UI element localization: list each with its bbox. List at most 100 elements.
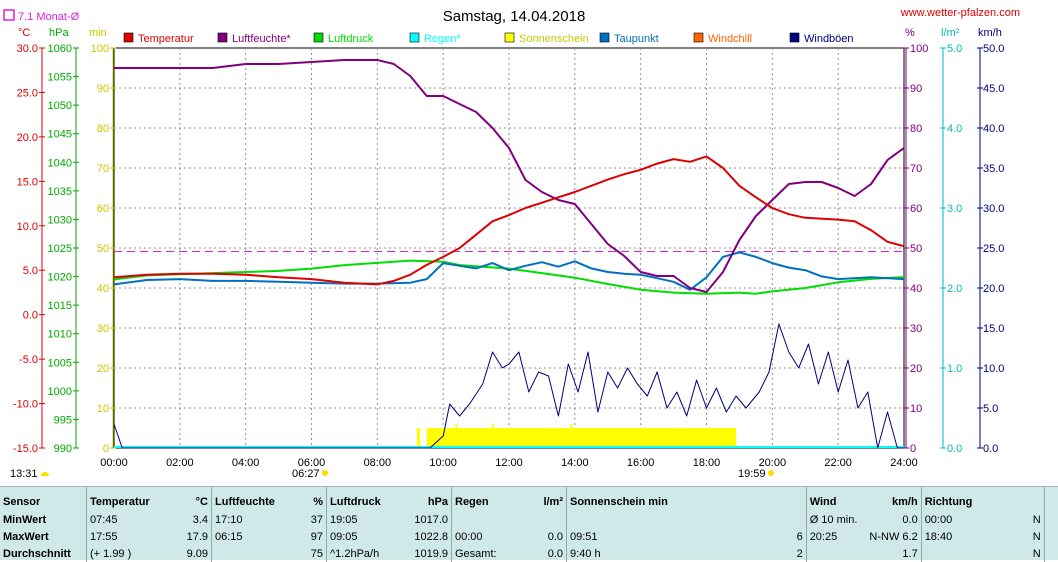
pres-tick-label: 1005 <box>48 357 72 369</box>
hdr-hum-unit: % <box>313 495 323 508</box>
legend-label: Taupunkt <box>614 33 659 45</box>
stats-cell-w-time <box>805 545 863 562</box>
plot-area <box>113 59 905 449</box>
x-tick-label: 02:00 <box>166 457 194 469</box>
legend-swatch <box>599 32 610 43</box>
legend-swatch <box>789 32 800 43</box>
hum-tick-label: 20 <box>910 363 922 375</box>
legend-label: Luftfeuchte* <box>232 33 291 45</box>
sun-tick-label: 30 <box>97 323 109 335</box>
stats-cell-d-time: 18:40 <box>920 528 998 545</box>
wind-tick-label: 45.0 <box>983 83 1004 95</box>
pres-tick-label: 990 <box>54 443 72 455</box>
stats-cell-w-time: Ø 10 min. <box>805 511 863 528</box>
pres-tick-label: 1010 <box>48 329 72 341</box>
stats-cell-h-time <box>211 545 280 562</box>
stats-cell-h-val: 37 <box>310 513 323 526</box>
x-tick-label: 06:00 <box>298 457 326 469</box>
stats-cell-w-val: N-NW 6.2 <box>869 530 918 543</box>
pres-tick-label: 1045 <box>48 129 72 141</box>
pres-tick-label: 995 <box>54 414 72 426</box>
x-tick-label: 20:00 <box>759 457 787 469</box>
pres-tick-label: 1055 <box>48 72 72 84</box>
stats-cell-label: MinWert <box>3 513 47 526</box>
hum-tick-label: 30 <box>910 323 922 335</box>
hum-tick-label: 0 <box>910 443 916 455</box>
hdr-luftfeuchte: Luftfeuchte <box>211 487 280 511</box>
stats-cell-p-time: 19:05 <box>326 511 405 528</box>
stats-cell-r-time <box>451 511 520 528</box>
rain-tick-label: 4.0 <box>947 123 962 135</box>
pres-unit-label: hPa <box>49 27 69 39</box>
hum-tick-label: 80 <box>910 123 922 135</box>
hum-unit-label: % <box>905 27 915 39</box>
hdr-richtung: Richtung <box>920 487 998 511</box>
stats-cell-w-time: 20:25 <box>805 528 863 545</box>
stats-cell-t-val: 9.09 <box>186 547 208 560</box>
stats-cell-d-val: N <box>1032 547 1041 560</box>
temp-tick-label: 20.0 <box>17 132 38 144</box>
hdr-pres-unit: hPa <box>427 495 448 508</box>
stats-cell-s-val: 2 <box>796 547 803 560</box>
wind-tick-label: 5.0 <box>983 403 998 415</box>
temp-tick-label: -5.0 <box>19 354 38 366</box>
legend-label: Regen* <box>424 33 461 45</box>
pres-tick-label: 1040 <box>48 157 72 169</box>
stats-cell-h-val: 97 <box>310 530 323 543</box>
sunshine-bar <box>455 424 458 448</box>
rain-tick-label: 3.0 <box>947 203 962 215</box>
stats-cell-r-val: 0.0 <box>547 547 563 560</box>
hdr-temp-unit: °C <box>195 495 208 508</box>
legend-label: Temperatur <box>138 33 194 45</box>
x-tick-label: 16:00 <box>627 457 655 469</box>
sunrise-icon <box>322 470 328 476</box>
series-luftdruck <box>113 259 905 295</box>
legend-label: Windböen <box>804 33 854 45</box>
hdr-wind-unit: km/h <box>892 495 918 508</box>
legend-swatch <box>693 32 704 43</box>
sun-tick-label: 50 <box>97 243 109 255</box>
legend-label: Windchill <box>708 33 752 45</box>
temp-tick-label: 5.0 <box>23 265 38 277</box>
sunset-label: 19:59 <box>738 468 766 480</box>
sunshine-bar <box>527 428 530 448</box>
wind-tick-label: 25.0 <box>983 243 1004 255</box>
hdr-rain-unit: l/m² <box>543 495 563 508</box>
sunshine-bar <box>416 428 421 448</box>
hum-tick-label: 50 <box>910 243 922 255</box>
stats-cell-s-val: 6 <box>796 530 803 543</box>
pres-tick-label: 1000 <box>48 386 72 398</box>
wind-tick-label: 35.0 <box>983 163 1004 175</box>
pres-tick-label: 1025 <box>48 243 72 255</box>
daylength-label: 13:31 <box>10 468 38 480</box>
sun-tick-label: 0 <box>103 443 109 455</box>
rain-tick-label: 5.0 <box>947 43 962 55</box>
sun-tick-label: 90 <box>97 83 109 95</box>
pres-tick-label: 1035 <box>48 186 72 198</box>
hdr-luftdruck: Luftdruck <box>326 487 405 511</box>
source-url[interactable]: www.wetter-pfalzen.com <box>900 7 1020 19</box>
stats-cell-s-val <box>745 511 806 528</box>
sun-icon <box>41 472 49 476</box>
axes: 00:00 02:00 04:00 06:00 08:00 10:00 12:00 14:00… <box>13 43 1005 469</box>
stats-cell-p-val: 1017.0 <box>414 513 448 526</box>
series-windböen <box>113 323 904 449</box>
x-tick-label: 00:00 <box>100 457 128 469</box>
legend-swatch <box>504 32 515 43</box>
temp-tick-label: 15.0 <box>17 176 38 188</box>
stats-cell-s-time: 9:40 h <box>566 545 746 562</box>
hdr-sonnenschein: Sonnenschein min <box>566 487 807 511</box>
stats-row: Durchschnitt (+ 1.99 ) 9.09 75 ^1.2hPa/h 1019… <box>0 545 1058 562</box>
stats-panel: Sensor Temperatur °C Luftfeuchte % Luftd… <box>0 486 1058 562</box>
wind-tick-label: 0.0 <box>983 443 998 455</box>
hdr-temperatur: Temperatur <box>86 487 165 511</box>
stats-cell-t-time: 17:55 <box>86 528 165 545</box>
series-luftfeuchte <box>114 59 905 293</box>
temp-tick-label: -15.0 <box>13 443 38 455</box>
stats-cell-s-time <box>566 511 746 528</box>
sunshine-bar <box>426 428 737 448</box>
wind-tick-label: 50.0 <box>983 43 1004 55</box>
wind-tick-label: 10.0 <box>983 363 1004 375</box>
series-temperatur <box>113 155 905 286</box>
x-tick-label: 12:00 <box>495 457 523 469</box>
